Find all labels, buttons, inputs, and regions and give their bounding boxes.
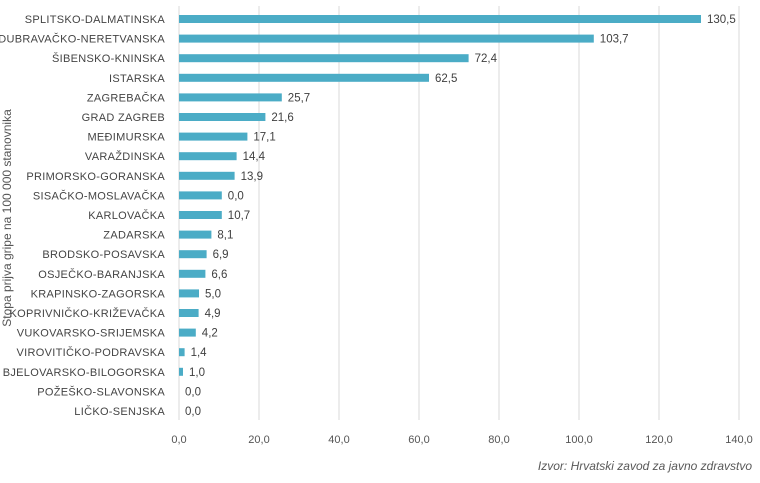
x-tick-label: 20,0 [248, 434, 269, 446]
bar [179, 54, 469, 63]
category-label: POŽEŠKO-SLAVONSKA [37, 385, 165, 398]
bar [179, 309, 199, 317]
category-label: LIČKO-SENJSKA [74, 405, 165, 418]
bar [179, 171, 235, 180]
category-label: DUBRAVAČKO-NERETVANSKA [0, 33, 165, 46]
bar [179, 152, 237, 161]
value-labels: 130,5 103,7 72,4 62,5 25,7 21,6 17,1 14,4 13,9 0,… [185, 14, 736, 418]
value-label: 1,0 [189, 367, 205, 379]
category-label: ISTARSKA [109, 73, 165, 85]
value-label: 17,1 [253, 132, 275, 144]
y-axis-title: Stopa prijva gripe na 100 000 stanovnika [0, 109, 14, 327]
x-tick-label: 60,0 [408, 434, 429, 446]
value-label: 14,4 [243, 151, 266, 163]
x-axis-tick-labels: 0,0 20,0 40,0 60,0 80,0 100,0 120,0 140,0 [171, 434, 752, 446]
bar [179, 73, 429, 82]
bar [179, 34, 594, 43]
category-label: BJELOVARSKO-BILOGORSKA [3, 367, 166, 379]
bar [179, 132, 248, 141]
x-tick-label: 100,0 [565, 434, 593, 446]
value-label: 6,9 [213, 249, 229, 261]
category-label: KOPRIVNIČKO-KRIŽEVAČKA [9, 307, 165, 320]
bar [179, 113, 266, 121]
source-note: Izvor: Hrvatski zavod za javno zdravstvo [538, 459, 752, 473]
bar [179, 367, 183, 376]
value-label: 0,0 [185, 386, 201, 398]
value-label: 13,9 [241, 171, 263, 183]
value-label: 103,7 [600, 34, 629, 46]
bar [179, 15, 701, 23]
category-label: SISAČKO-MOSLAVAČKA [33, 189, 165, 202]
value-label: 25,7 [288, 92, 310, 104]
value-label: 0,0 [228, 190, 244, 202]
bar [179, 230, 212, 239]
value-label: 1,4 [191, 347, 208, 359]
x-tick-label: 0,0 [171, 434, 186, 446]
category-label: BRODSKO-POSAVSKA [42, 249, 165, 261]
gridlines [178, 6, 740, 420]
category-label: PRIMORSKO-GORANSKA [26, 171, 165, 183]
value-label: 8,1 [217, 230, 233, 242]
category-label: KRAPINSKO-ZAGORSKA [31, 288, 166, 300]
category-label: VARAŽDINSKA [85, 150, 165, 163]
value-label: 4,2 [202, 328, 218, 340]
category-label: VUKOVARSKO-SRIJEMSKA [17, 328, 166, 340]
x-tick-label: 40,0 [328, 434, 349, 446]
value-label: 130,5 [707, 14, 736, 26]
x-tick-label: 120,0 [645, 434, 673, 446]
x-tick-label: 140,0 [725, 434, 753, 446]
bar [179, 328, 196, 337]
value-label: 62,5 [435, 73, 457, 85]
bar [179, 348, 185, 357]
category-label: VIROVITIČKO-PODRAVSKA [16, 346, 165, 359]
category-labels: SPLITSKO-DALMATINSKA DUBRAVAČKO-NERETVANS… [0, 14, 165, 418]
value-label: 4,9 [205, 308, 221, 320]
category-label: KARLOVAČKA [88, 209, 165, 222]
value-label: 0,0 [185, 406, 201, 418]
category-label: SPLITSKO-DALMATINSKA [25, 14, 166, 26]
value-label: 6,6 [211, 269, 227, 281]
bar [179, 211, 222, 219]
bar [179, 93, 282, 102]
category-label: GRAD ZAGREB [82, 112, 165, 124]
bar [179, 289, 199, 298]
value-label: 10,7 [228, 210, 250, 222]
x-tick-label: 80,0 [488, 434, 509, 446]
bar [179, 191, 222, 200]
category-label: OSJEČKO-BARANJSKA [38, 268, 165, 281]
bars [179, 15, 701, 376]
category-label: ZADARSKA [103, 230, 165, 242]
value-label: 72,4 [475, 53, 498, 65]
category-label: ŠIBENSKO-KNINSKA [52, 52, 165, 65]
value-label: 21,6 [271, 112, 293, 124]
value-label: 5,0 [205, 288, 221, 300]
category-label: MEĐIMURSKA [87, 132, 165, 144]
category-label: ZAGREBAČKA [87, 91, 166, 104]
bar [179, 269, 206, 278]
bar [179, 250, 207, 259]
